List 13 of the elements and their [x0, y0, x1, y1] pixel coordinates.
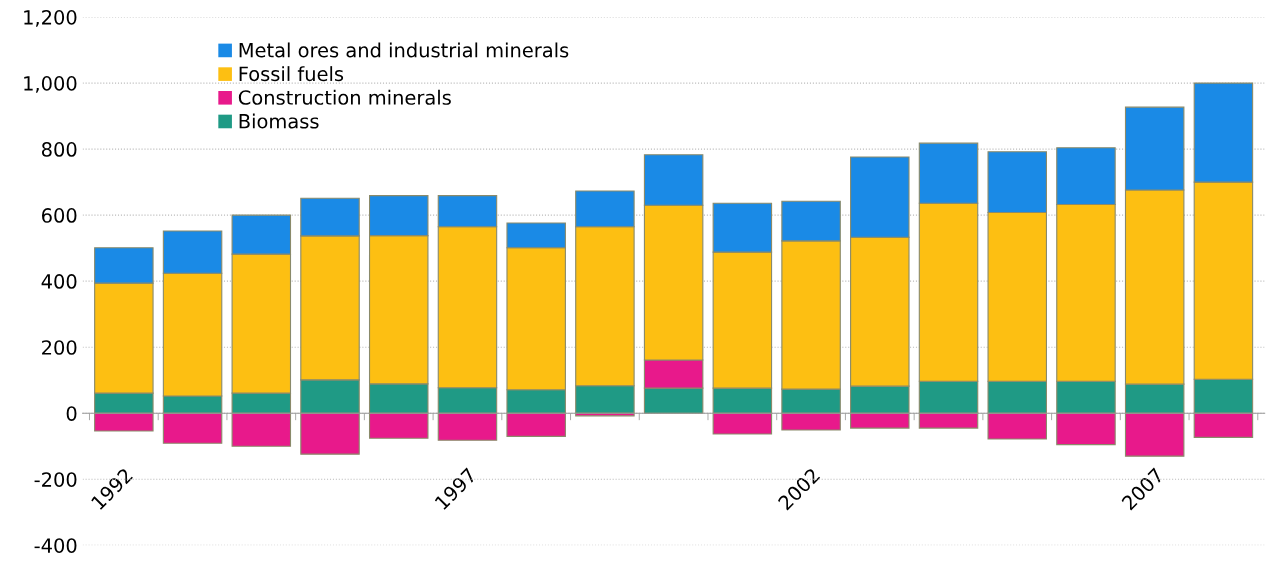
legend-label: Biomass — [239, 113, 319, 129]
y-tick-label: 1,200 — [24, 10, 77, 27]
legend-label: Construction minerals — [238, 89, 451, 105]
y-tick-label: 600 — [42, 208, 77, 223]
legend-label: Fossil fuels — [239, 66, 344, 82]
y-tick-label: 200 — [42, 340, 77, 355]
y-tick-label: 400 — [41, 274, 77, 289]
y-tick-label: -200 — [34, 472, 77, 487]
legend-label: Metal ores and industrial minerals — [239, 42, 569, 58]
y-tick-label: 1,000 — [24, 76, 77, 93]
y-tick-label: 800 — [41, 142, 77, 157]
y-tick-label: -400 — [34, 538, 77, 553]
y-tick-label: 0 — [66, 406, 77, 421]
